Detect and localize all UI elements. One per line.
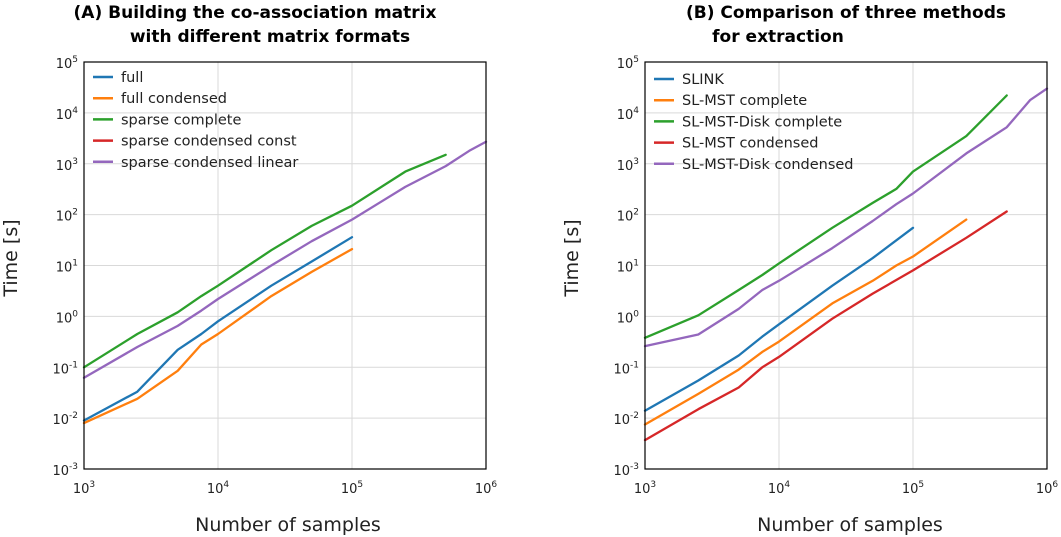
panel-b-y-tick-label: 105	[617, 55, 639, 72]
panel-a-y-tick-label: 10-1	[52, 360, 78, 377]
panel-b-series-line-sl-mst-disk-condensed	[643, 87, 1049, 348]
panel-a-plot-frame	[83, 61, 487, 470]
panel-b-y-tick-label: 102	[617, 208, 639, 225]
panel-a-series-line-sparse-complete	[82, 153, 447, 369]
panel-b-y-tick-label: 104	[617, 106, 640, 123]
panel-b-ticks: 103 104 105 106 10-3 10-2 10-1 100 101 102 103 104 1…	[613, 55, 1058, 497]
panel-b-y-tick-label: 10-2	[613, 411, 639, 428]
panel-a-y-tick-label: 104	[56, 106, 79, 123]
panel-b-y-tick-label: 10-1	[613, 360, 639, 377]
panel-b-title-line-2: for extraction	[712, 27, 844, 47]
panel-a-x-axis-label: Number of samples	[195, 514, 381, 536]
panel-a-y-tick-label: 103	[56, 157, 78, 174]
panel-b-legend-label: SL-MST-Disk complete	[682, 114, 842, 130]
panel-a-x-tick-label: 106	[475, 480, 498, 497]
panel-a-legend-label: sparse condensed linear	[121, 155, 298, 171]
panel-a-series-line-full-condensed	[82, 247, 354, 425]
panel-b-series-line-sl-mst-disk-complete	[643, 94, 1008, 339]
panel-a-y-tick-label: 105	[56, 55, 78, 72]
panel-b-x-tick-label: 104	[768, 480, 791, 497]
panel-a-y-tick-label: 102	[56, 208, 78, 225]
panel-a-y-tick-label: 100	[56, 309, 79, 326]
panel-a-title-line-1: (A) Building the co-association matrix	[74, 3, 437, 23]
panel-b-x-tick-label: 105	[902, 480, 924, 497]
panel-b-legend-label: SL-MST complete	[682, 93, 807, 109]
panel-b-grid	[645, 62, 1047, 469]
panel-b: (B) Comparison of three methods for extr…	[561, 3, 1058, 536]
panel-b-y-tick-label: 100	[617, 309, 640, 326]
panel-a-series-line-sparse-condensed-linear	[82, 140, 488, 379]
panel-a-title-line-2: with different matrix formats	[130, 27, 410, 47]
panel-b-legend-label: SL-MST-Disk condensed	[682, 157, 854, 173]
panel-b-series-line-slink	[643, 226, 915, 412]
panel-b-x-tick-label: 106	[1036, 480, 1059, 497]
panel-b-x-tick-label: 103	[634, 480, 656, 497]
panel-a-legend-label: sparse complete	[121, 112, 241, 128]
panel-a-legend-label: full	[121, 70, 143, 86]
panel-b-legend-label: SLINK	[682, 72, 724, 88]
panel-a-x-tick-label: 105	[341, 480, 363, 497]
panel-a-ticks: 103 104 105 106 10-3 10-2 10-1 100 101 102 103 104 1…	[52, 55, 497, 497]
panel-a-y-tick-label: 10-3	[52, 462, 78, 479]
panel-b-y-tick-label: 103	[617, 157, 639, 174]
panel-b-legend-label: SL-MST condensed	[682, 136, 818, 152]
panel-a-series	[82, 140, 488, 425]
panel-b-x-axis-label: Number of samples	[757, 514, 943, 536]
panel-b-series-line-sl-mst-condensed	[643, 210, 1008, 442]
panel-b-series	[643, 87, 1049, 442]
panel-a-series-line-full	[82, 236, 354, 422]
panel-b-series-line-sl-mst-complete	[643, 218, 968, 426]
panel-a-grid	[84, 62, 486, 469]
panel-a-x-tick-label: 104	[207, 480, 230, 497]
panel-b-legend: SLINK SL-MST complete SL-MST-Disk complete…	[654, 72, 854, 173]
panel-a-legend-label: sparse condensed const	[121, 134, 297, 150]
panel-a-y-tick-label: 10-2	[52, 411, 78, 428]
panel-a: (A) Building the co-association matrix w…	[0, 3, 497, 536]
panel-b-plot-frame	[644, 61, 1048, 470]
panel-a-y-tick-label: 101	[56, 259, 78, 276]
panel-a-y-axis-label: Time [s]	[0, 219, 22, 297]
panel-a-legend-label: full condensed	[121, 91, 227, 107]
panel-a-x-tick-label: 103	[73, 480, 95, 497]
panel-a-legend: full full condensed sparse complete sparse …	[93, 70, 298, 171]
panel-b-y-tick-label: 10-3	[613, 462, 639, 479]
panel-b-y-tick-label: 101	[617, 259, 639, 276]
panel-b-title-line-1: (B) Comparison of three methods	[686, 3, 1006, 23]
panel-b-y-axis-label: Time [s]	[561, 219, 583, 297]
